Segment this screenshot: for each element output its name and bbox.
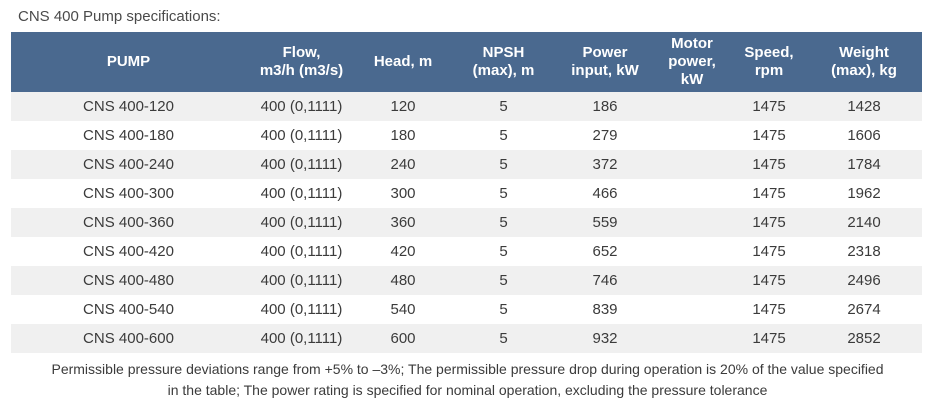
table-cell: 540 [390, 301, 416, 318]
table-row: CNS 400-300 400 (0,1111) 300 5 466 1475 1962 [11, 179, 922, 208]
table-row: CNS 400-540 400 (0,1111) 540 5 839 1475 2674 [11, 295, 922, 324]
table-cell: 1475 [752, 127, 786, 144]
table-cell: 2496 [847, 272, 881, 289]
table-cell: 839 [592, 301, 618, 318]
table-cell: 1475 [752, 214, 786, 231]
table-cell: 2852 [847, 330, 881, 347]
table-cell [652, 295, 732, 324]
table-cell [652, 208, 732, 237]
table-cell: CNS 400-480 [83, 272, 174, 289]
table-cell: 400 (0,1111) [260, 330, 343, 347]
table-cell: 400 (0,1111) [260, 127, 343, 144]
table-cell [652, 92, 732, 121]
table-cell: 466 [592, 185, 618, 202]
table-cell: 5 [499, 243, 508, 260]
table-header-row: PUMP Flow, m3/h (m3/s) Head, m NPSH (max), … [11, 32, 922, 92]
table-cell: 746 [592, 272, 618, 289]
table-row: CNS 400-120 400 (0,1111) 120 5 186 1475 1428 [11, 92, 922, 121]
table-cell: 5 [499, 330, 508, 347]
table-cell: 1428 [847, 98, 881, 115]
table-row: CNS 400-240 400 (0,1111) 240 5 372 1475 1784 [11, 150, 922, 179]
table-cell: 1475 [752, 301, 786, 318]
column-header: Power input, kW [558, 32, 652, 92]
table-cell: 1962 [847, 185, 881, 202]
table-cell: 240 [390, 156, 416, 173]
table-row: CNS 400-600 400 (0,1111) 600 5 932 1475 2852 [11, 324, 922, 353]
table-cell [652, 266, 732, 295]
table-cell: 559 [592, 214, 618, 231]
pump-specs-table: PUMP Flow, m3/h (m3/s) Head, m NPSH (max), … [11, 32, 922, 353]
table-cell: CNS 400-360 [83, 214, 174, 231]
table-cell: 300 [390, 185, 416, 202]
table-cell [652, 179, 732, 208]
table-cell: 5 [499, 214, 508, 231]
column-header: Speed, rpm [732, 32, 806, 92]
table-cell: 400 (0,1111) [260, 272, 343, 289]
table-cell: 420 [390, 243, 416, 260]
table-cell: 1475 [752, 272, 786, 289]
table-cell: 180 [390, 127, 416, 144]
table-cell: 400 (0,1111) [260, 185, 343, 202]
table-cell: 1784 [847, 156, 881, 173]
table-cell: 932 [592, 330, 618, 347]
table-cell: CNS 400-240 [83, 156, 174, 173]
table-cell: 400 (0,1111) [260, 98, 343, 115]
table-cell: 1475 [752, 185, 786, 202]
table-row: CNS 400-360 400 (0,1111) 360 5 559 1475 2140 [11, 208, 922, 237]
table-row: CNS 400-480 400 (0,1111) 480 5 746 1475 2496 [11, 266, 922, 295]
table-cell: 480 [390, 272, 416, 289]
table-cell: CNS 400-420 [83, 243, 174, 260]
table-cell: CNS 400-300 [83, 185, 174, 202]
table-cell: 400 (0,1111) [260, 243, 343, 260]
table-cell: 1475 [752, 243, 786, 260]
table-cell: 1475 [752, 330, 786, 347]
table-cell: 600 [390, 330, 416, 347]
column-header: Flow, m3/h (m3/s) [246, 32, 357, 92]
table-cell: CNS 400-180 [83, 127, 174, 144]
table-cell: 5 [499, 301, 508, 318]
table-cell [652, 324, 732, 353]
table-cell: 5 [499, 98, 508, 115]
table-cell: 400 (0,1111) [260, 214, 343, 231]
column-header: PUMP [11, 32, 246, 92]
table-cell [652, 121, 732, 150]
table-cell: 5 [499, 272, 508, 289]
table-cell: CNS 400-120 [83, 98, 174, 115]
table-cell: 400 (0,1111) [260, 156, 343, 173]
table-cell: 279 [592, 127, 618, 144]
table-body: CNS 400-120 400 (0,1111) 120 5 186 1475 1428 CN… [11, 92, 922, 353]
table-cell: CNS 400-540 [83, 301, 174, 318]
table-cell: 2318 [847, 243, 881, 260]
page-title: CNS 400 Pump specifications: [18, 8, 221, 25]
table-cell: 372 [592, 156, 618, 173]
table-cell: 120 [390, 98, 416, 115]
column-header: Head, m [357, 32, 449, 92]
column-header: Motor power, kW [652, 32, 732, 92]
table-cell: 186 [592, 98, 618, 115]
table-cell: 652 [592, 243, 618, 260]
table-cell [652, 237, 732, 266]
footer-note: Permissible pressure deviations range fr… [51, 361, 884, 398]
table-cell: 2140 [847, 214, 881, 231]
table-cell [652, 150, 732, 179]
table-cell: 5 [499, 127, 508, 144]
table-cell: 5 [499, 185, 508, 202]
table-cell: 360 [390, 214, 416, 231]
table-row: CNS 400-180 400 (0,1111) 180 5 279 1475 1606 [11, 121, 922, 150]
column-header: NPSH (max), m [449, 32, 558, 92]
column-header: Weight (max), kg [806, 32, 922, 92]
table-cell: 400 (0,1111) [260, 301, 343, 318]
table-cell: 2674 [847, 301, 881, 318]
table-cell: 1606 [847, 127, 881, 144]
table-row: CNS 400-420 400 (0,1111) 420 5 652 1475 2318 [11, 237, 922, 266]
table-cell: 1475 [752, 98, 786, 115]
table-cell: 5 [499, 156, 508, 173]
table-cell: 1475 [752, 156, 786, 173]
table-cell: CNS 400-600 [83, 330, 174, 347]
